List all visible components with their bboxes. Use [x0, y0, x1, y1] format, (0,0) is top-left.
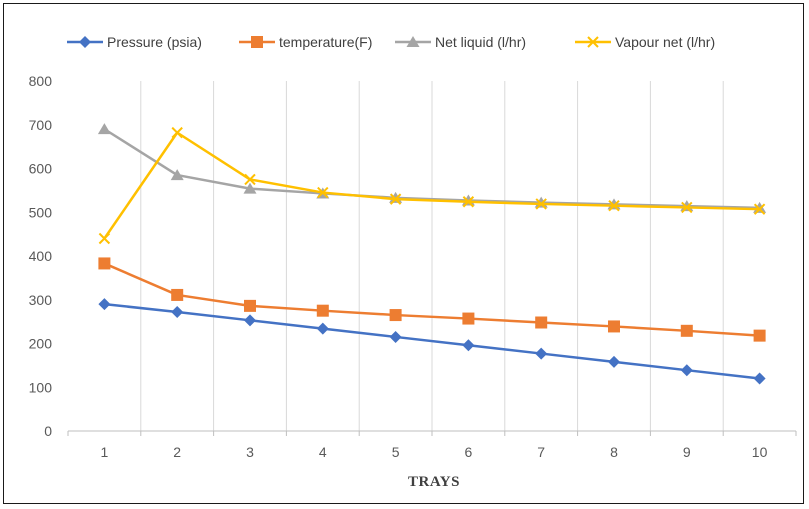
x-marker-stroke	[535, 198, 547, 210]
data-point	[244, 314, 256, 327]
series-line	[103, 131, 760, 240]
y-tick-label: 600	[29, 161, 53, 177]
legend-item-4: Vapour net (l/hr)	[575, 34, 715, 50]
data-point	[244, 173, 256, 186]
series-1	[98, 298, 766, 385]
x-marker-stroke	[171, 126, 183, 139]
x-marker-stroke	[587, 36, 599, 48]
data-point	[171, 126, 183, 139]
legend-label: temperature(F)	[279, 34, 372, 50]
data-point	[753, 329, 766, 342]
x-tick-label: 5	[392, 444, 400, 460]
x-tick-label: 2	[173, 444, 181, 460]
data-point	[680, 364, 693, 377]
data-point	[681, 201, 693, 214]
x-tick-label: 4	[319, 444, 327, 460]
x-tick-label: 10	[752, 444, 768, 460]
data-point	[389, 309, 402, 322]
x-marker-stroke	[681, 201, 693, 214]
data-point	[462, 312, 475, 325]
data-point	[389, 330, 402, 343]
data-point	[535, 198, 547, 210]
x-axis	[67, 430, 797, 436]
legend-marker	[79, 36, 91, 48]
legend-item-2: temperature(F)	[239, 34, 372, 50]
data-point	[98, 257, 111, 270]
x-tick-label: 3	[246, 444, 254, 460]
x-marker-stroke	[389, 193, 402, 205]
data-point	[608, 199, 620, 212]
data-point	[462, 196, 475, 208]
legend-label: Pressure (psia)	[107, 34, 202, 50]
data-point	[243, 182, 257, 194]
series-line	[103, 128, 760, 210]
series-line	[104, 302, 760, 380]
x-marker-stroke	[608, 199, 620, 212]
y-tick-label: 500	[29, 204, 53, 220]
legend: Pressure (psia) temperature(F) Net liquid …	[67, 34, 715, 50]
series-2	[98, 257, 766, 342]
legend-marker	[406, 36, 420, 47]
data-point	[97, 123, 111, 135]
x-tick-label: 8	[610, 444, 618, 460]
y-tick-label: 800	[29, 73, 53, 89]
y-tick-label: 200	[29, 336, 53, 352]
data-point	[98, 298, 111, 311]
x-tick-label: 7	[537, 444, 545, 460]
y-tick-label: 0	[44, 423, 52, 439]
data-point	[316, 322, 329, 335]
data-point	[244, 299, 256, 312]
chart-frame	[3, 3, 804, 504]
data-point	[98, 232, 111, 245]
data-point	[170, 169, 184, 181]
data-point	[317, 186, 329, 199]
data-point	[680, 324, 693, 337]
x-marker-stroke	[98, 232, 111, 245]
series-group	[97, 123, 767, 385]
data-point	[462, 339, 475, 352]
data-point	[171, 288, 184, 301]
series-line	[103, 262, 760, 337]
x-tick-label: 1	[101, 444, 109, 460]
data-point	[608, 355, 620, 368]
data-point	[608, 320, 620, 333]
y-axis-tick-labels: 0 100 200 300 400 500 600 700 800	[29, 73, 53, 439]
y-tick-label: 300	[29, 292, 53, 308]
x-marker-stroke	[462, 196, 475, 208]
data-point	[753, 203, 766, 215]
legend-marker	[587, 36, 599, 48]
x-marker-stroke	[244, 173, 256, 186]
legend-item-1: Pressure (psia)	[67, 34, 202, 50]
data-point	[171, 306, 184, 318]
data-point	[316, 304, 329, 317]
data-point	[389, 193, 402, 205]
legend-label: Vapour net (l/hr)	[615, 34, 715, 50]
x-tick-label: 9	[683, 444, 691, 460]
y-tick-label: 400	[29, 248, 53, 264]
grid-lines	[140, 81, 724, 431]
legend-item-3: Net liquid (l/hr)	[395, 34, 526, 50]
legend-marker	[251, 36, 263, 48]
x-tick-label: 6	[465, 444, 473, 460]
data-point	[753, 372, 766, 385]
x-axis-tick-labels: 1 2 3 4 5 6 7 8 9 10	[101, 444, 768, 460]
data-point	[535, 347, 548, 360]
y-tick-label: 700	[29, 117, 53, 133]
data-point	[535, 316, 548, 329]
y-tick-label: 100	[29, 379, 53, 395]
x-axis-label: TRAYS	[408, 474, 460, 490]
x-marker-stroke	[317, 186, 329, 199]
x-marker-stroke	[753, 203, 766, 215]
legend-label: Net liquid (l/hr)	[435, 34, 526, 50]
series-4	[98, 126, 766, 245]
